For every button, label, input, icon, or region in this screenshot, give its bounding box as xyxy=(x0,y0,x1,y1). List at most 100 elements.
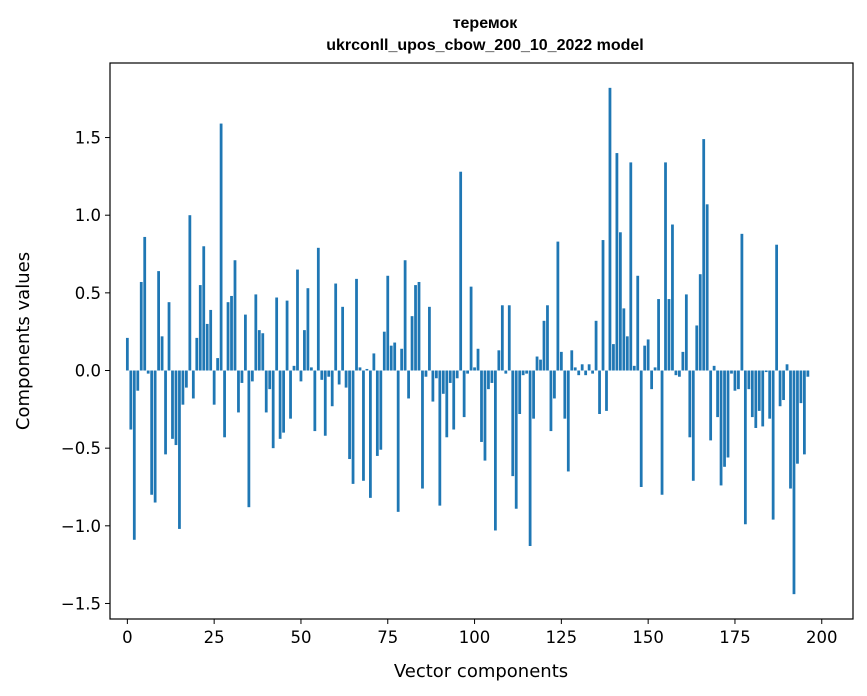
bar xyxy=(348,370,351,460)
bar xyxy=(514,370,518,509)
x-tick-label: 200 xyxy=(806,628,838,647)
bar xyxy=(733,370,737,391)
bar xyxy=(139,281,143,371)
bar xyxy=(198,285,202,371)
bar xyxy=(618,232,622,371)
bar xyxy=(382,331,386,371)
bar xyxy=(497,350,501,371)
bar xyxy=(344,370,348,388)
bar xyxy=(507,305,511,371)
bar xyxy=(417,281,421,371)
bar xyxy=(559,351,563,371)
bar xyxy=(205,323,209,371)
bar xyxy=(372,353,376,371)
bar xyxy=(473,367,476,371)
bar xyxy=(695,325,699,371)
bar xyxy=(636,275,640,371)
bar xyxy=(660,370,664,495)
bar xyxy=(681,351,685,371)
bar xyxy=(487,370,490,390)
y-axis-label: Components values xyxy=(13,252,34,430)
bar xyxy=(386,275,390,371)
bar xyxy=(803,370,806,455)
y-tick-label: 0.5 xyxy=(75,284,101,303)
bar xyxy=(445,370,449,438)
bar xyxy=(615,153,619,371)
bar xyxy=(768,370,772,419)
bar xyxy=(653,367,657,371)
x-tick-label: 150 xyxy=(632,628,664,647)
bar xyxy=(254,294,258,371)
bar xyxy=(459,171,463,371)
bar xyxy=(136,370,140,391)
bar xyxy=(771,370,775,520)
bar xyxy=(650,370,654,390)
bar xyxy=(191,370,195,399)
bar xyxy=(657,299,660,371)
bar xyxy=(778,370,782,407)
bar xyxy=(730,370,733,374)
bar xyxy=(757,370,761,411)
bar xyxy=(785,364,789,371)
bar xyxy=(268,370,272,390)
bar xyxy=(796,370,799,464)
bar xyxy=(282,370,285,433)
bar xyxy=(782,370,785,401)
bar xyxy=(240,370,244,383)
bar xyxy=(233,260,237,371)
y-tick-label: 1.0 xyxy=(75,206,101,225)
bar xyxy=(580,364,584,371)
bar xyxy=(244,314,247,371)
bar xyxy=(216,358,220,371)
x-tick-label: 75 xyxy=(377,628,398,647)
bar xyxy=(532,370,535,419)
bar xyxy=(157,271,160,371)
bar xyxy=(684,294,688,371)
bar xyxy=(389,345,393,371)
bar xyxy=(400,348,404,371)
bar xyxy=(587,364,591,371)
bar xyxy=(306,288,310,371)
bar xyxy=(150,370,154,495)
bar xyxy=(441,370,445,394)
bar xyxy=(379,370,383,450)
bar xyxy=(330,370,334,407)
bar xyxy=(674,370,678,376)
bar xyxy=(462,370,466,418)
bar xyxy=(740,233,744,371)
bar xyxy=(184,370,188,388)
bar xyxy=(257,330,261,371)
bar xyxy=(570,350,574,371)
bar xyxy=(125,337,129,371)
y-axis-ticks: −1.5 −1.0 −0.5 0.0 0.5 1.0 1.5 xyxy=(61,129,110,613)
bar xyxy=(285,300,289,371)
bar xyxy=(490,370,494,383)
bar xyxy=(174,370,178,446)
x-tick-label: 25 xyxy=(204,628,225,647)
y-tick-label: 1.5 xyxy=(75,129,101,148)
y-tick-label: −1.0 xyxy=(61,517,101,536)
bar xyxy=(362,370,365,481)
bar xyxy=(747,370,751,390)
bar xyxy=(629,162,633,371)
bar xyxy=(678,370,681,377)
bar xyxy=(375,370,379,456)
x-tick-label: 125 xyxy=(546,628,578,647)
bar xyxy=(598,370,601,414)
bar xyxy=(737,370,740,390)
bar xyxy=(691,370,695,481)
bar xyxy=(261,333,265,371)
bar xyxy=(705,204,709,371)
bar xyxy=(525,370,529,374)
bar xyxy=(188,215,192,371)
bar xyxy=(743,370,747,525)
bar xyxy=(164,370,167,455)
bar xyxy=(792,370,796,595)
x-tick-label: 175 xyxy=(719,628,751,647)
bar xyxy=(702,139,706,371)
bar xyxy=(521,370,525,376)
x-tick-label: 50 xyxy=(290,628,311,647)
bar xyxy=(323,370,327,436)
y-tick-label: 0.0 xyxy=(75,362,101,381)
